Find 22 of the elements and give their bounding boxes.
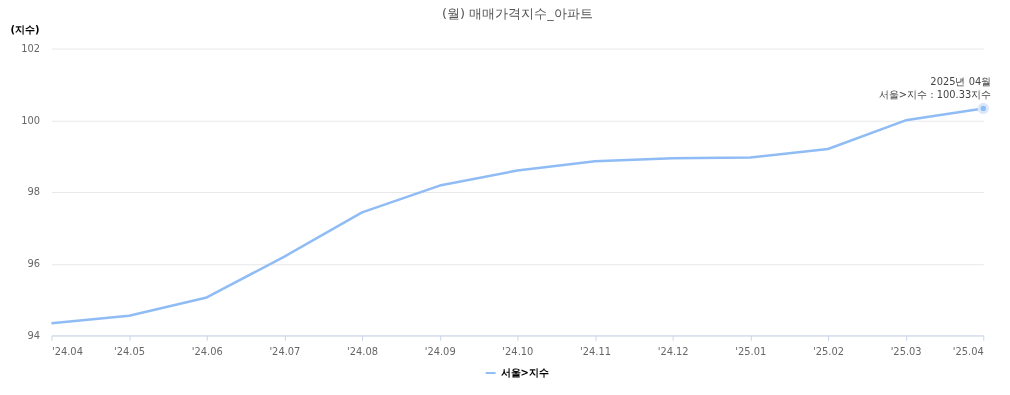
x-tick-label: '25.03 (890, 345, 922, 357)
x-tick-label: '25.02 (812, 345, 844, 357)
y-tick-label: 100 (21, 114, 41, 126)
y-axis-title: (지수) (10, 24, 40, 36)
x-tick-label: '25.04 (952, 345, 984, 357)
x-tick-label: '24.08 (347, 345, 379, 357)
legend-label: 서울>지수 (500, 367, 549, 379)
x-tick-label: '25.01 (735, 345, 767, 357)
x-tick-label: '24.11 (580, 345, 612, 357)
y-tick-label: 96 (27, 258, 41, 270)
chart-title: (월) 매매가격지수_아파트 (442, 5, 593, 21)
annotation: 2025년 04월 서울>지수 : 100.33지수 (878, 75, 992, 100)
x-tick-label: '24.06 (191, 345, 223, 357)
y-tick-label: 98 (27, 186, 41, 198)
x-tick-label: '24.10 (502, 345, 534, 357)
x-tick-label: '24.07 (269, 345, 301, 357)
x-tick-label: '24.09 (424, 345, 456, 357)
y-tick-label: 102 (21, 43, 41, 55)
x-tick-label: '24.12 (657, 345, 689, 357)
x-tick-label: '24.04 (51, 345, 83, 357)
y-tick-label: 94 (27, 329, 41, 341)
x-tick-label: '24.05 (114, 345, 146, 357)
